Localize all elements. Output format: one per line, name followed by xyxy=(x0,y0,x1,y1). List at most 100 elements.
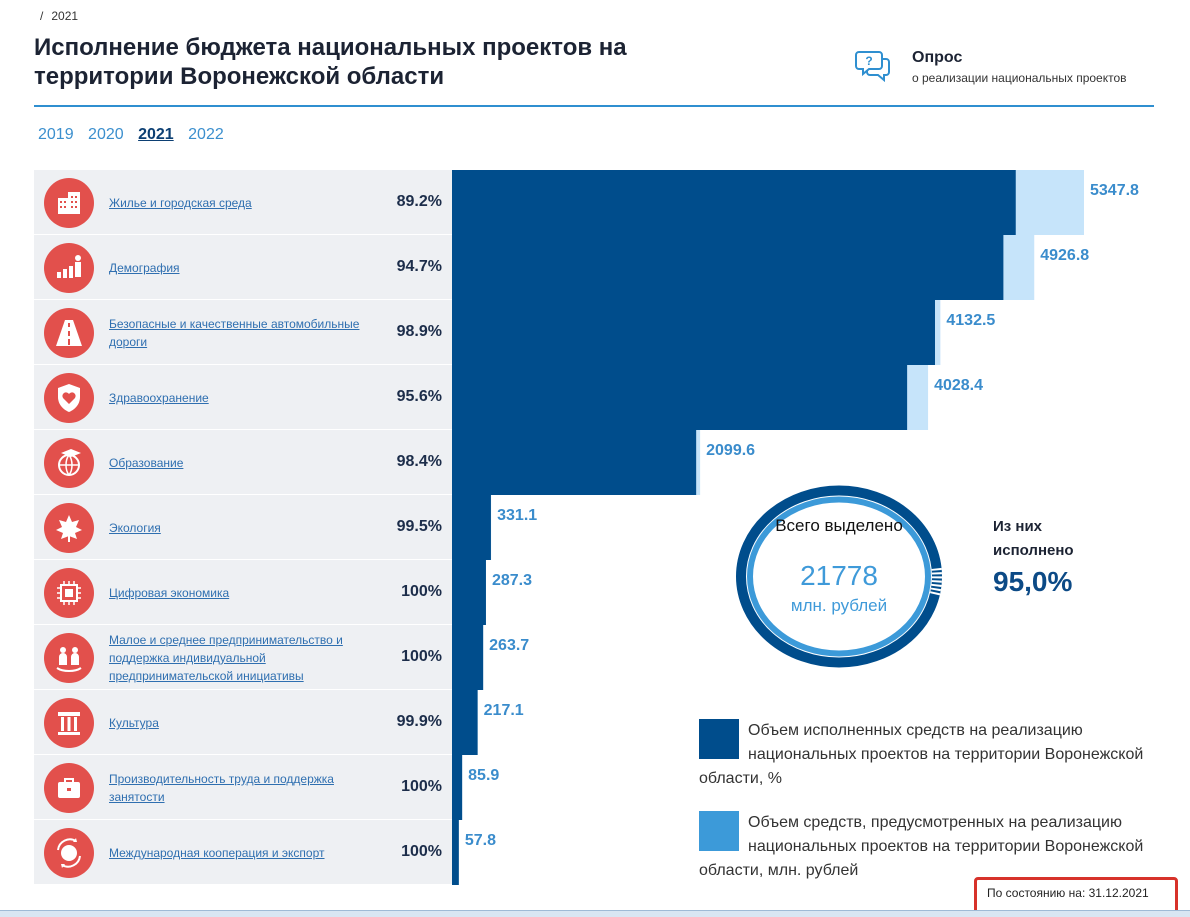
tab-year-2022[interactable]: 2022 xyxy=(188,126,224,143)
project-link[interactable]: Производительность труда и поддержка зан… xyxy=(109,772,334,804)
donut-remaining-segment xyxy=(929,567,942,597)
bar-value-label: 5347.8 xyxy=(1090,182,1139,199)
bar-value-label: 263.7 xyxy=(489,637,529,654)
project-row: Образование 98.4% xyxy=(34,430,452,495)
project-percent: 99.9% xyxy=(396,713,442,730)
tab-year-2020[interactable]: 2020 xyxy=(88,126,124,143)
total-unit: млн. рублей xyxy=(790,596,888,615)
project-row: Цифровая экономика 100% xyxy=(34,560,452,625)
project-percent: 100% xyxy=(401,843,442,860)
leaf-icon xyxy=(44,503,94,553)
project-percent: 95.6% xyxy=(396,388,442,405)
page-title: Исполнение бюджета национальных проектов… xyxy=(34,34,627,90)
growth-chart-icon xyxy=(44,243,94,293)
survey-subtitle: о реализации национальных проектов xyxy=(912,71,1127,85)
bar-executed xyxy=(452,300,936,365)
project-row: Демография 94.7% xyxy=(34,235,452,300)
breadcrumb: / 2021 xyxy=(40,9,78,23)
total-label: Всего выделено xyxy=(775,516,903,535)
project-link[interactable]: Безопасные и качественные автомобильные … xyxy=(109,317,360,349)
bar-executed xyxy=(452,690,478,755)
project-percent: 89.2% xyxy=(396,193,442,210)
header-divider xyxy=(34,105,1154,107)
project-row: Безопасные и качественные автомобильные … xyxy=(34,300,452,365)
bar-executed xyxy=(452,430,697,495)
window-bottom-bar xyxy=(0,910,1190,917)
project-row: Жилье и городская среда 89.2% xyxy=(34,170,452,235)
bar-executed xyxy=(452,495,491,560)
bar-value-label: 287.3 xyxy=(492,572,532,589)
project-link[interactable]: Образование xyxy=(109,456,184,470)
survey-title: Опрос xyxy=(912,49,963,66)
column-icon xyxy=(44,698,94,748)
chip-icon xyxy=(44,568,94,618)
project-link[interactable]: Цифровая экономика xyxy=(109,586,230,600)
year-tabs: 2019 2020 2021 2022 xyxy=(38,126,234,144)
project-percent: 100% xyxy=(401,778,442,795)
donut-inner-ring xyxy=(747,496,931,657)
chat-question-icon: ? xyxy=(855,51,890,82)
bar-value-label: 2099.6 xyxy=(706,442,755,459)
project-list: Жилье и городская среда 89.2% Демография… xyxy=(34,170,452,885)
legend-label-allocated: Объем средств, предусмотренных на реализ… xyxy=(699,814,1144,879)
project-link[interactable]: Культура xyxy=(109,716,159,730)
project-percent: 100% xyxy=(401,583,442,600)
bar-executed xyxy=(452,170,1016,235)
survey-link[interactable]: ? Опрос о реализации национальных проект… xyxy=(855,46,1155,86)
project-percent: 100% xyxy=(401,648,442,665)
project-percent: 94.7% xyxy=(396,258,442,275)
bar-executed xyxy=(452,235,1004,300)
project-percent: 99.5% xyxy=(396,518,442,535)
executed-label: Из них исполнено xyxy=(993,518,1074,559)
project-row: Экология 99.5% xyxy=(34,495,452,560)
project-link[interactable]: Международная кооперация и экспорт xyxy=(109,846,325,860)
bar-value-label: 217.1 xyxy=(484,702,524,719)
legend-item-allocated: Объем средств, предусмотренных на реализ… xyxy=(699,811,1159,883)
bar-executed xyxy=(452,365,908,430)
project-percent: 98.9% xyxy=(396,323,442,340)
project-link[interactable]: Здравоохранение xyxy=(109,391,209,405)
heart-shield-icon xyxy=(44,373,94,423)
breadcrumb-separator: / xyxy=(40,9,44,23)
total-value: 21778 xyxy=(800,560,878,591)
bar-value-label: 4926.8 xyxy=(1040,247,1089,264)
bar-executed xyxy=(452,820,459,885)
project-row: Малое и среднее предпринимательство и по… xyxy=(34,625,452,690)
bar-value-label: 331.1 xyxy=(497,507,537,524)
total-donut-ring xyxy=(736,485,942,668)
buildings-icon xyxy=(44,178,94,228)
bar-value-label: 85.9 xyxy=(468,767,499,784)
tab-year-2019[interactable]: 2019 xyxy=(38,126,74,143)
project-row: Здравоохранение 95.6% xyxy=(34,365,452,430)
legend-swatch-executed xyxy=(699,719,739,759)
budget-bar-chart: 5347.8 4926.8 4132.5 4028.4 2099.6 331.1 287.3… xyxy=(452,170,1139,885)
project-link[interactable]: Демография xyxy=(109,261,180,275)
bar-value-label: 4028.4 xyxy=(934,377,983,394)
total-donut: Всего выделено 21778 млн. рублей xyxy=(734,484,944,669)
svg-text:?: ? xyxy=(865,54,872,68)
people-icon xyxy=(44,633,94,683)
legend-swatch-allocated xyxy=(699,811,739,851)
bar-value-label: 4132.5 xyxy=(946,312,995,329)
briefcase-icon xyxy=(44,763,94,813)
bar-value-label: 57.8 xyxy=(465,832,496,849)
project-link[interactable]: Жилье и городская среда xyxy=(109,196,252,210)
status-date: По состоянию на: 31.12.2021 xyxy=(974,877,1178,914)
project-row: Международная кооперация и экспорт 100% xyxy=(34,820,452,885)
globe-graduation-icon xyxy=(44,438,94,488)
project-percent: 98.4% xyxy=(396,453,442,470)
bar-executed xyxy=(452,755,463,820)
project-link[interactable]: Малое и среднее предпринимательство и по… xyxy=(109,633,343,683)
bar-executed xyxy=(452,560,486,625)
legend-item-executed: Объем исполненных средств на реализацию … xyxy=(699,719,1159,791)
legend-label-executed: Объем исполненных средств на реализацию … xyxy=(699,722,1144,787)
project-row: Производительность труда и поддержка зан… xyxy=(34,755,452,820)
tab-year-2021[interactable]: 2021 xyxy=(138,126,174,143)
globe-arrows-icon xyxy=(44,828,94,878)
project-row: Культура 99.9% xyxy=(34,690,452,755)
breadcrumb-current: 2021 xyxy=(51,9,79,23)
executed-value: 95,0% xyxy=(993,566,1073,597)
road-icon xyxy=(44,308,94,358)
bar-executed xyxy=(452,625,484,690)
project-link[interactable]: Экология xyxy=(109,521,161,535)
